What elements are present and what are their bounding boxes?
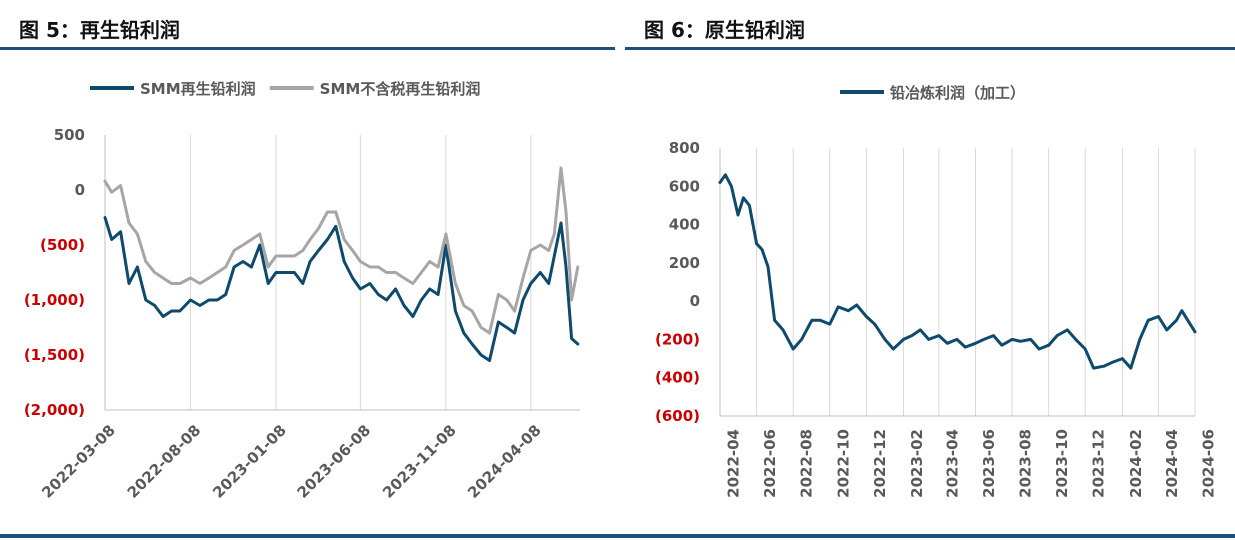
x-tick-label: 2023-06-08	[294, 421, 375, 502]
x-tick-label: 2022-10	[834, 429, 852, 498]
y-tick-label: (400)	[655, 369, 700, 387]
chart-primary-lead-profit: 800 600 400 200 0 (200) (400) (600) 2022-04 2022-…	[655, 84, 1218, 498]
x-tick-label: 2024-02	[1127, 429, 1145, 498]
y-tick-label: 600	[669, 177, 700, 195]
y-tick-label: 200	[669, 254, 700, 272]
y-tick-label: 400	[669, 216, 700, 234]
legend-label-1: SMM再生铅利润	[140, 80, 256, 98]
x-tick-label: 2022-12	[871, 429, 889, 498]
figure-6-title: 图 6：原生铅利润	[644, 18, 805, 42]
x-tick-label: 2023-01-08	[209, 421, 290, 502]
y-tick-label: 500	[54, 126, 85, 144]
x-tick-label: 2022-04	[725, 429, 743, 498]
y-tick-label: (1,500)	[24, 346, 85, 364]
figure-5-top-rule	[0, 47, 615, 50]
x-tick-label: 2022-06	[761, 429, 779, 498]
legend-label-1: 铅冶炼利润（加工）	[890, 84, 1025, 102]
figure-6-top-rule	[625, 47, 1235, 50]
x-tick-label: 2023-08	[1017, 429, 1035, 498]
x-tick-label: 2024-06	[1200, 429, 1218, 498]
y-tick-label: (200)	[655, 330, 700, 348]
y-tick-label: (1,000)	[24, 291, 85, 309]
x-tick-label: 2023-11-08	[379, 421, 460, 502]
bottom-rule	[0, 534, 1235, 538]
y-tick-label: 0	[75, 181, 85, 199]
chart-recycled-lead-profit: 500 0 (500) (1,000) (1,500) (2,000) 2022-03-08…	[24, 80, 580, 502]
legend-label-2: SMM不含税再生铅利润	[320, 80, 481, 98]
x-tick-label: 2023-04	[943, 429, 961, 498]
x-tick-label: 2023-10	[1053, 429, 1071, 498]
y-tick-label: (500)	[40, 236, 85, 254]
y-tick-label: (2,000)	[24, 401, 85, 419]
series-line-1	[103, 216, 580, 362]
y-tick-label: (600)	[655, 407, 700, 425]
figure-5-title: 图 5：再生铅利润	[19, 18, 180, 42]
x-tick-label: 2022-08	[798, 429, 816, 498]
x-tick-label: 2024-04-08	[464, 421, 545, 502]
x-tick-label: 2024-04	[1163, 429, 1181, 498]
x-tick-label: 2022-03-08	[38, 421, 119, 502]
x-tick-label: 2023-02	[908, 429, 926, 498]
x-tick-label: 2022-08-08	[124, 421, 205, 502]
series-line-1	[718, 173, 1197, 370]
x-tick-label: 2023-06	[980, 429, 998, 498]
x-tick-label: 2023-12	[1090, 429, 1108, 498]
series-line-2	[103, 166, 580, 335]
y-tick-label: 800	[669, 139, 700, 157]
y-tick-label: 0	[690, 292, 700, 310]
